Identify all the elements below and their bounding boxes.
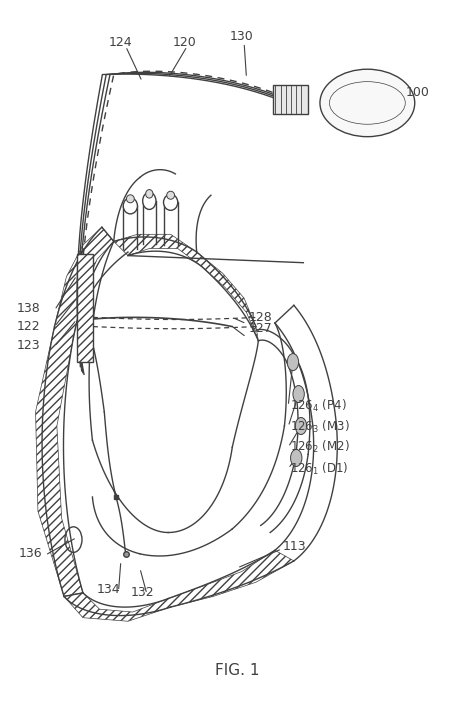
Text: 136: 136 xyxy=(19,547,43,560)
Circle shape xyxy=(293,386,304,403)
Text: 126$_1$ (D1): 126$_1$ (D1) xyxy=(290,461,349,476)
Ellipse shape xyxy=(164,195,178,210)
Circle shape xyxy=(295,417,307,435)
Text: 124: 124 xyxy=(109,36,133,49)
Ellipse shape xyxy=(146,190,153,198)
Text: 138: 138 xyxy=(17,302,40,315)
Polygon shape xyxy=(77,254,93,362)
Text: 100: 100 xyxy=(405,86,429,99)
Text: 130: 130 xyxy=(230,31,254,43)
Circle shape xyxy=(287,354,299,371)
Text: 113: 113 xyxy=(283,540,307,553)
Polygon shape xyxy=(114,234,258,341)
Bar xyxy=(273,85,308,114)
Ellipse shape xyxy=(143,192,156,209)
Text: 126$_4$ (P4): 126$_4$ (P4) xyxy=(290,398,346,414)
Text: 122: 122 xyxy=(17,320,40,333)
Ellipse shape xyxy=(167,191,174,200)
Text: 128: 128 xyxy=(249,311,273,324)
Text: 134: 134 xyxy=(96,583,120,596)
Polygon shape xyxy=(36,227,114,596)
Ellipse shape xyxy=(127,195,134,203)
Text: 127: 127 xyxy=(249,322,273,334)
Circle shape xyxy=(291,449,302,466)
Polygon shape xyxy=(64,550,294,621)
Ellipse shape xyxy=(320,70,415,136)
Text: 126$_3$ (M3): 126$_3$ (M3) xyxy=(290,419,350,435)
Text: 120: 120 xyxy=(173,36,197,49)
Text: 123: 123 xyxy=(17,339,40,352)
Text: 126$_2$ (M2): 126$_2$ (M2) xyxy=(290,439,350,455)
Text: 132: 132 xyxy=(130,586,154,599)
Ellipse shape xyxy=(123,198,137,214)
Text: FIG. 1: FIG. 1 xyxy=(215,663,259,679)
